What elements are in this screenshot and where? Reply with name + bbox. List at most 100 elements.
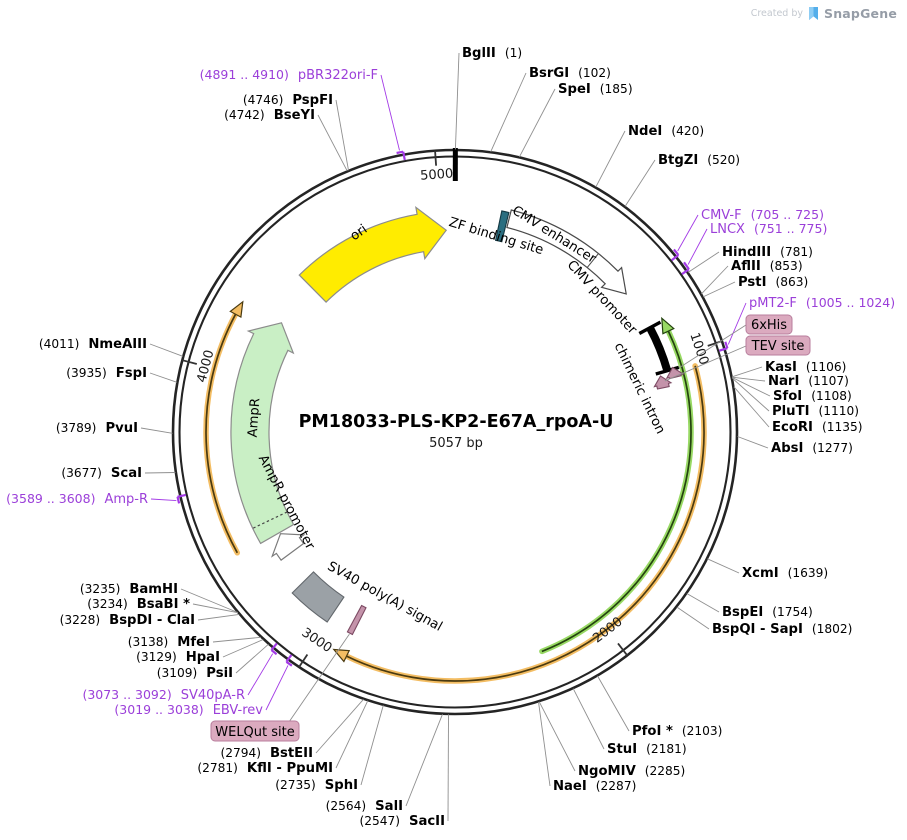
leader-line [212, 636, 261, 643]
plasmid-size: 5057 bp [429, 436, 483, 451]
site-label-aflii[interactable]: AflII (853) [731, 259, 803, 274]
feature-orf-arc-a[interactable] [332, 363, 707, 684]
site-label-sphi[interactable]: (2735) SphI [275, 778, 358, 793]
primer-label-amp-r[interactable]: (3589 .. 3608) Amp-R [6, 491, 148, 507]
leader-line [454, 52, 460, 150]
leader-line [624, 159, 656, 207]
site-label-pfoi[interactable]: PfoI * (2103) [632, 724, 722, 739]
site-label-bspei[interactable]: BspEI (1754) [722, 605, 813, 620]
leader-line [595, 130, 626, 188]
leader-line [149, 343, 183, 357]
leader-line [731, 366, 763, 378]
leader-line [490, 72, 527, 152]
primer-mark-ebv-rev[interactable] [285, 654, 293, 667]
site-label-pvui[interactable]: (3789) PvuI [56, 421, 138, 436]
tick-5000 [434, 150, 438, 166]
feature-gene-arc[interactable] [539, 316, 694, 655]
leader-line [288, 633, 350, 723]
watermark-brand: SnapGene [824, 6, 897, 21]
features-layer [230, 206, 685, 636]
site-label-bseyi[interactable]: (4742) BseYI [224, 108, 315, 123]
site-label-spei[interactable]: SpeI (185) [558, 82, 633, 97]
site-label-hindiii[interactable]: HindIII (781) [722, 245, 813, 260]
feature-label-cmv-enhancer[interactable]: CMV enhancer [509, 203, 599, 267]
feature-tev-arrow[interactable] [653, 375, 673, 390]
site-label-nari[interactable]: NarI (1107) [768, 374, 849, 389]
primer-label-ebv-rev[interactable]: (3019 .. 3038) EBV-rev [114, 702, 263, 718]
leader-line [687, 228, 708, 265]
primer-label-sv40pa-r[interactable]: (3073 .. 3092) SV40pA-R [82, 687, 245, 703]
leader-line [737, 436, 769, 449]
badge-tev[interactable]: TEV site [745, 335, 811, 356]
site-label-absi[interactable]: AbsI (1277) [771, 441, 853, 456]
leader-line [732, 376, 766, 382]
feature-zf[interactable] [494, 210, 510, 243]
site-label-sali[interactable]: (2564) SalI [326, 799, 403, 814]
feature-ampr-promoter[interactable] [270, 533, 306, 561]
primer-mark-cmv-f[interactable] [671, 248, 680, 262]
leader-line [265, 665, 289, 711]
feature-sv40[interactable] [291, 571, 345, 623]
site-label-bamhi[interactable]: (3235) BamHI [80, 582, 178, 597]
feature-cmv-divider [586, 253, 599, 268]
site-label-mfei[interactable]: (3138) MfeI [128, 635, 210, 650]
primer-label-cmv-f[interactable]: CMV-F (705 .. 725) [701, 207, 824, 223]
site-label-pspfi[interactable]: (4746) PspFI [243, 93, 333, 108]
site-label-bsrgi[interactable]: BsrGI (102) [529, 66, 611, 81]
site-label-bsabi[interactable]: (3234) BsaBI * [87, 597, 190, 612]
site-label-fspi[interactable]: (3935) FspI [66, 366, 147, 381]
site-label-btgzi[interactable]: BtgZI (520) [658, 153, 740, 168]
site-label-bsteii[interactable]: (2794) BstEII [220, 746, 313, 761]
site-label-nmeaiii[interactable]: (4011) NmeAIII [39, 337, 147, 352]
feature-cmv[interactable] [506, 209, 627, 295]
feature-ampr[interactable] [230, 322, 295, 545]
tick-2000 [617, 642, 628, 656]
site-label-kasi[interactable]: KasI (1106) [765, 360, 846, 375]
primer-mark-lncx[interactable] [681, 261, 690, 275]
feature-gene-arc-arrowhead [661, 316, 675, 335]
site-label-sacii[interactable]: (2547) SacII [359, 814, 445, 829]
badge-welqut[interactable]: WELQut site [210, 720, 300, 742]
primer-mark-amp-r[interactable] [176, 493, 187, 504]
site-label-psti[interactable]: PstI (863) [738, 275, 808, 290]
feature-welqut-feature[interactable] [346, 604, 367, 636]
site-label-sfoi[interactable]: SfoI (1108) [773, 389, 852, 404]
site-label-scai[interactable]: (3677) ScaI [61, 466, 142, 481]
leader-line [247, 653, 274, 696]
site-label-pluti[interactable]: PluTI (1110) [772, 404, 859, 419]
site-label-bglii[interactable]: BglII (1) [462, 46, 522, 61]
site-label-psii[interactable]: (3109) PsiI [157, 666, 233, 681]
site-label-ndei[interactable]: NdeI (420) [628, 124, 704, 139]
site-label-xcmi[interactable]: XcmI (1639) [742, 566, 828, 581]
feature-orf-arc-b[interactable] [203, 300, 244, 556]
site-label-hpai[interactable]: (3129) HpaI [136, 650, 220, 665]
leader-line [538, 701, 551, 787]
leader-line [360, 705, 384, 786]
site-label-bspqi-sapi[interactable]: BspQI - SapI (1802) [712, 622, 852, 637]
feature-label-ampr[interactable]: AmpR [246, 398, 264, 438]
site-label-ecori[interactable]: EcoRI (1135) [772, 420, 862, 435]
site-label-ngomiv[interactable]: NgoMIV (2285) [578, 764, 685, 779]
primer-mark-sv40pa-r[interactable] [270, 642, 278, 656]
leader-line [732, 377, 770, 412]
snapgene-logo-icon [809, 7, 818, 20]
primer-label-pbr322ori-f[interactable]: (4891 .. 4910) pBR322ori-F [200, 67, 378, 83]
leader-line [149, 372, 178, 383]
primer-mark-pmt2-f[interactable] [718, 341, 729, 352]
badge-label-tev: TEV site [751, 339, 805, 354]
leader-line [235, 643, 269, 674]
feature-ori[interactable] [298, 206, 448, 303]
site-label-naei[interactable]: NaeI (2287) [553, 779, 636, 794]
site-label-stui[interactable]: StuI (2181) [607, 742, 687, 757]
badge-his6[interactable]: 6xHis [745, 314, 793, 335]
feature-his6-arrow[interactable] [665, 366, 685, 380]
labels-layer: BglII (1) BsrGI (102)SpeI (185) NdeI (420) BtgZ… [6, 46, 895, 829]
tick-label-5000: 5000 [420, 166, 454, 183]
site-label-kfli-ppumi[interactable]: (2781) KflI - PpuMI [197, 761, 333, 776]
primer-label-pmt2-f[interactable]: pMT2-F (1005 .. 1024) [749, 295, 895, 311]
leader-line [676, 606, 710, 630]
primer-mark-pbr322ori-f[interactable] [396, 150, 406, 161]
primer-label-lncx[interactable]: LNCX (751 .. 775) [710, 221, 827, 237]
site-label-bspdi-clai[interactable]: (3228) BspDI - ClaI [60, 613, 195, 628]
leader-lines-layer [140, 52, 771, 822]
